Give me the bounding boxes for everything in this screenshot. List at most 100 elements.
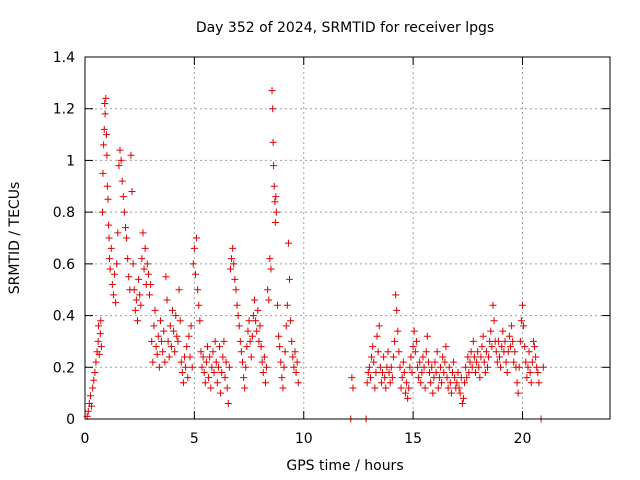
- data-point: [467, 348, 475, 356]
- data-point: [510, 358, 518, 366]
- data-point: [188, 363, 196, 371]
- data-point: [419, 353, 427, 361]
- data-point: [107, 244, 115, 252]
- data-point: [464, 353, 472, 361]
- data-point: [269, 138, 277, 146]
- data-point: [150, 322, 158, 330]
- data-point: [182, 363, 190, 371]
- data-point: [253, 327, 261, 335]
- data-point: [235, 322, 243, 330]
- data-point: [487, 327, 495, 335]
- data-point: [118, 177, 126, 185]
- data-point: [185, 332, 193, 340]
- data-point: [162, 273, 170, 281]
- data-point: [442, 343, 450, 351]
- data-point: [101, 100, 109, 108]
- data-point: [104, 195, 112, 203]
- data-point: [411, 348, 419, 356]
- data-point: [511, 348, 519, 356]
- data-point: [194, 286, 202, 294]
- x-tick-label: 0: [81, 431, 90, 447]
- data-point: [488, 343, 496, 351]
- data-point: [257, 343, 265, 351]
- data-point: [261, 379, 269, 387]
- data-point: [398, 374, 406, 382]
- data-point: [407, 353, 415, 361]
- data-point: [99, 169, 107, 177]
- data-point: [381, 374, 389, 382]
- data-point: [143, 260, 151, 268]
- data-point: [137, 301, 145, 309]
- data-point: [403, 379, 411, 387]
- data-point: [201, 379, 209, 387]
- data-point: [245, 317, 253, 325]
- data-point: [130, 286, 138, 294]
- data-point: [450, 358, 458, 366]
- data-point: [172, 312, 180, 320]
- data-point: [260, 353, 268, 361]
- axis-ticks: [84, 56, 610, 420]
- data-point: [166, 322, 174, 330]
- data-point: [426, 368, 434, 376]
- data-point: [89, 384, 97, 392]
- data-point: [380, 353, 388, 361]
- data-point: [276, 343, 284, 351]
- data-point: [271, 198, 279, 206]
- data-point: [146, 291, 154, 299]
- data-point: [406, 363, 414, 371]
- data-point: [459, 394, 467, 402]
- data-point: [290, 363, 298, 371]
- data-point: [272, 208, 280, 216]
- data-point: [412, 337, 420, 345]
- data-point: [451, 374, 459, 382]
- data-point: [167, 343, 175, 351]
- data-point: [372, 368, 380, 376]
- data-point: [461, 379, 469, 387]
- data-point: [230, 260, 238, 268]
- data-point: [249, 312, 257, 320]
- data-point: [499, 327, 507, 335]
- data-point: [140, 265, 148, 273]
- data-point: [105, 221, 113, 229]
- data-point: [410, 327, 418, 335]
- data-point: [283, 301, 291, 309]
- data-point: [458, 399, 466, 407]
- data-point: [294, 379, 302, 387]
- data-point: [242, 363, 250, 371]
- data-point: [138, 255, 146, 263]
- data-point: [532, 353, 540, 361]
- data-point: [284, 239, 292, 247]
- data-point: [208, 363, 216, 371]
- data-point: [516, 337, 524, 345]
- data-point: [219, 353, 227, 361]
- data-point: [502, 358, 510, 366]
- data-point: [527, 379, 535, 387]
- data-point: [147, 281, 155, 289]
- data-point: [224, 399, 232, 407]
- data-point: [392, 291, 400, 299]
- data-point: [441, 358, 449, 366]
- data-point: [200, 368, 208, 376]
- data-point: [197, 348, 205, 356]
- data-point: [405, 384, 413, 392]
- data-point: [207, 384, 215, 392]
- data-point: [90, 376, 98, 384]
- y-tick-label: 0.4: [53, 309, 75, 325]
- data-point: [134, 317, 141, 325]
- data-point: [231, 275, 239, 283]
- data-point: [515, 363, 523, 371]
- data-point: [386, 379, 394, 387]
- data-point: [259, 368, 267, 376]
- data-point: [244, 327, 252, 335]
- data-point: [397, 384, 405, 392]
- data-point: [205, 374, 213, 382]
- data-point: [369, 343, 377, 351]
- data-point: [236, 337, 244, 345]
- data-point: [102, 131, 110, 139]
- data-point: [84, 407, 92, 415]
- data-point: [95, 322, 103, 330]
- data-point: [270, 182, 278, 190]
- data-point: [433, 348, 441, 356]
- data-point: [149, 358, 157, 366]
- data-point: [421, 384, 429, 392]
